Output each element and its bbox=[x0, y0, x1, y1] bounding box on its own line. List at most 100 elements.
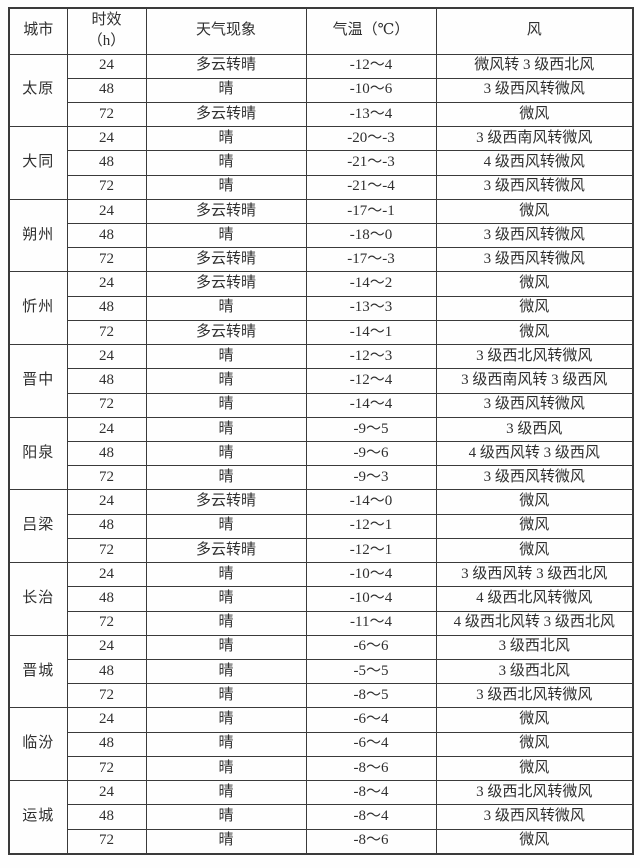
weather-cell: 晴 bbox=[145, 804, 307, 830]
temp-cell: -18～0 bbox=[305, 223, 437, 249]
wind-cell: 微风 bbox=[435, 489, 634, 515]
temp-cell: -5～5 bbox=[305, 658, 437, 685]
temp-cell: -21～-3 bbox=[305, 150, 437, 176]
wind-cell: 微风 bbox=[435, 537, 634, 564]
temp-cell: -13～4 bbox=[305, 101, 437, 128]
hours-cell: 72 bbox=[66, 319, 147, 346]
temp-cell: -10～6 bbox=[305, 77, 437, 103]
table-row: 48 晴 -21～-3 4 级西风转微风 bbox=[9, 150, 634, 176]
table-row: 48 晴 -5～5 3 级西北风 bbox=[9, 658, 634, 685]
wind-cell: 微风 bbox=[435, 731, 634, 757]
hours-cell: 48 bbox=[66, 804, 147, 830]
table-row: 72 多云转晴 -14～1 微风 bbox=[9, 319, 634, 346]
weather-cell: 晴 bbox=[145, 440, 307, 467]
temp-cell: -12～3 bbox=[305, 344, 437, 370]
table-row: 72 晴 -8～6 微风 bbox=[9, 828, 634, 855]
temp-cell: -8～6 bbox=[305, 755, 437, 782]
weather-cell: 晴 bbox=[145, 77, 307, 103]
temp-cell: -8～6 bbox=[305, 828, 437, 855]
wind-cell: 微风 bbox=[435, 295, 634, 321]
weather-cell: 多云转晴 bbox=[145, 271, 307, 297]
temp-cell: -12～1 bbox=[305, 513, 437, 539]
hours-cell: 72 bbox=[66, 828, 147, 855]
hours-cell: 48 bbox=[66, 150, 147, 176]
table-row: 72 晴 -8～5 3 级西北风转微风 bbox=[9, 683, 634, 709]
wind-cell: 3 级西风转微风 bbox=[435, 392, 634, 418]
wind-cell: 3 级西南风转 3 级西风 bbox=[435, 368, 634, 394]
city-cell: 忻州 bbox=[8, 271, 68, 346]
weather-cell: 晴 bbox=[145, 610, 307, 636]
wind-cell: 微风 bbox=[435, 101, 634, 128]
wind-cell: 3 级西风 bbox=[435, 416, 634, 443]
temp-cell: -14～2 bbox=[305, 271, 437, 297]
weather-cell: 晴 bbox=[145, 344, 307, 370]
city-cell: 吕梁 bbox=[8, 489, 68, 564]
wind-cell: 3 级西北风转微风 bbox=[435, 683, 634, 709]
table-row: 太原 24 多云转晴 -12～4 微风转 3 级西北风 bbox=[8, 53, 634, 128]
hours-cell: 72 bbox=[66, 755, 147, 782]
temp-cell: -6～4 bbox=[305, 707, 437, 733]
hours-cell: 24 bbox=[66, 707, 147, 733]
hours-cell: 72 bbox=[66, 247, 147, 273]
wind-cell: 微风 bbox=[435, 198, 634, 225]
temp-cell: -9～6 bbox=[305, 440, 437, 467]
weather-cell: 多云转晴 bbox=[145, 101, 307, 128]
wind-cell: 3 级西风转微风 bbox=[435, 174, 634, 200]
table-row: 朔州 24 多云转晴 -17～-1 微风 bbox=[8, 198, 634, 273]
wind-cell: 微风 bbox=[435, 707, 634, 733]
table-row: 48 晴 -9～6 4 级西风转 3 级西风 bbox=[9, 440, 634, 467]
table-row: 临汾 24 晴 -6～4 微风 bbox=[8, 707, 634, 782]
wind-cell: 3 级西北风 bbox=[435, 658, 634, 685]
temp-cell: -20～-3 bbox=[305, 126, 437, 152]
table-row: 72 晴 -11～4 4 级西北风转 3 级西北风 bbox=[9, 610, 634, 636]
weather-cell: 晴 bbox=[145, 658, 307, 685]
wind-cell: 3 级西风转微风 bbox=[435, 804, 634, 830]
weather-cell: 多云转晴 bbox=[145, 247, 307, 273]
table-row: 忻州 24 多云转晴 -14～2 微风 bbox=[8, 271, 634, 346]
wind-cell: 4 级西风转 3 级西风 bbox=[435, 440, 634, 467]
weather-cell: 多云转晴 bbox=[145, 537, 307, 564]
temp-cell: -6～4 bbox=[305, 731, 437, 757]
wind-cell: 3 级西南风转微风 bbox=[435, 126, 634, 152]
wind-cell: 微风转 3 级西北风 bbox=[435, 53, 634, 79]
table-row: 长治 24 晴 -10～4 3 级西风转 3 级西北风 bbox=[8, 562, 634, 636]
wind-cell: 微风 bbox=[435, 271, 634, 297]
city-cell: 临汾 bbox=[8, 707, 68, 782]
col-header-city: 城市 bbox=[8, 7, 68, 55]
temp-cell: -17～-1 bbox=[305, 198, 437, 225]
weather-cell: 晴 bbox=[145, 392, 307, 418]
weather-forecast-table: 城市 时效 （h） 天气现象 气温（℃） 风 太原 24 多云转晴 -12～4 微风转 … bbox=[8, 7, 634, 855]
city-cell: 朔州 bbox=[8, 198, 68, 273]
temp-cell: -14～0 bbox=[305, 489, 437, 515]
wind-cell: 3 级西风转微风 bbox=[435, 465, 634, 491]
hours-cell: 72 bbox=[66, 392, 147, 418]
temp-cell: -14～4 bbox=[305, 392, 437, 418]
weather-cell: 晴 bbox=[145, 295, 307, 321]
city-cell: 运城 bbox=[8, 780, 68, 855]
temp-cell: -21～-4 bbox=[305, 174, 437, 200]
temp-cell: -11～4 bbox=[305, 610, 437, 636]
wind-cell: 3 级西风转 3 级西北风 bbox=[435, 562, 634, 588]
hours-cell: 72 bbox=[66, 537, 147, 564]
weather-cell: 晴 bbox=[145, 828, 307, 855]
table-row: 72 多云转晴 -12～1 微风 bbox=[9, 537, 634, 564]
weather-cell: 晴 bbox=[145, 223, 307, 249]
weather-cell: 晴 bbox=[145, 368, 307, 394]
weather-cell: 晴 bbox=[145, 586, 307, 612]
hours-cell: 24 bbox=[66, 271, 147, 297]
temp-cell: -13～3 bbox=[305, 295, 437, 321]
weather-cell: 晴 bbox=[145, 174, 307, 200]
temp-cell: -12～4 bbox=[305, 53, 437, 79]
weather-cell: 多云转晴 bbox=[145, 198, 307, 225]
wind-cell: 3 级西风转微风 bbox=[435, 247, 634, 273]
table-body: 太原 24 多云转晴 -12～4 微风转 3 级西北风 48 晴 -10～6 3 级西风转微风 7… bbox=[8, 53, 634, 855]
temp-cell: -8～4 bbox=[305, 780, 437, 806]
hours-cell: 72 bbox=[66, 465, 147, 491]
wind-cell: 3 级西北风 bbox=[435, 634, 634, 660]
city-cell: 大同 bbox=[8, 126, 68, 200]
weather-cell: 晴 bbox=[145, 513, 307, 539]
city-cell: 晋城 bbox=[8, 634, 68, 709]
table-row: 48 晴 -12～4 3 级西南风转 3 级西风 bbox=[9, 368, 634, 394]
wind-cell: 微风 bbox=[435, 319, 634, 346]
